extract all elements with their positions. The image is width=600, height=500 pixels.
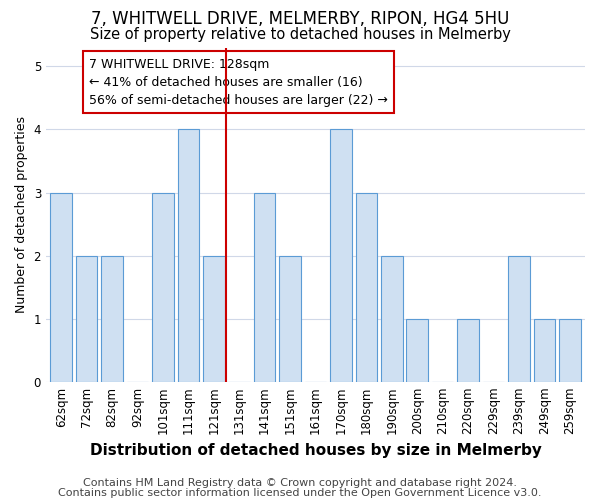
Bar [330,130,352,382]
Text: Contains HM Land Registry data © Crown copyright and database right 2024.: Contains HM Land Registry data © Crown c… [83,478,517,488]
Bar [50,192,72,382]
X-axis label: Distribution of detached houses by size in Melmerby: Distribution of detached houses by size … [89,442,541,458]
Bar [76,256,97,382]
Text: 7, WHITWELL DRIVE, MELMERBY, RIPON, HG4 5HU: 7, WHITWELL DRIVE, MELMERBY, RIPON, HG4 … [91,10,509,28]
Bar [533,318,555,382]
Bar [254,192,275,382]
Bar [178,130,199,382]
Bar [381,256,403,382]
Text: Contains public sector information licensed under the Open Government Licence v3: Contains public sector information licen… [58,488,542,498]
Text: Size of property relative to detached houses in Melmerby: Size of property relative to detached ho… [89,28,511,42]
Bar [559,318,581,382]
Bar [203,256,224,382]
Bar [101,256,123,382]
Bar [508,256,530,382]
Bar [279,256,301,382]
Bar [457,318,479,382]
Bar [356,192,377,382]
Text: 7 WHITWELL DRIVE: 128sqm
← 41% of detached houses are smaller (16)
56% of semi-d: 7 WHITWELL DRIVE: 128sqm ← 41% of detach… [89,58,388,106]
Bar [152,192,173,382]
Bar [406,318,428,382]
Y-axis label: Number of detached properties: Number of detached properties [15,116,28,313]
